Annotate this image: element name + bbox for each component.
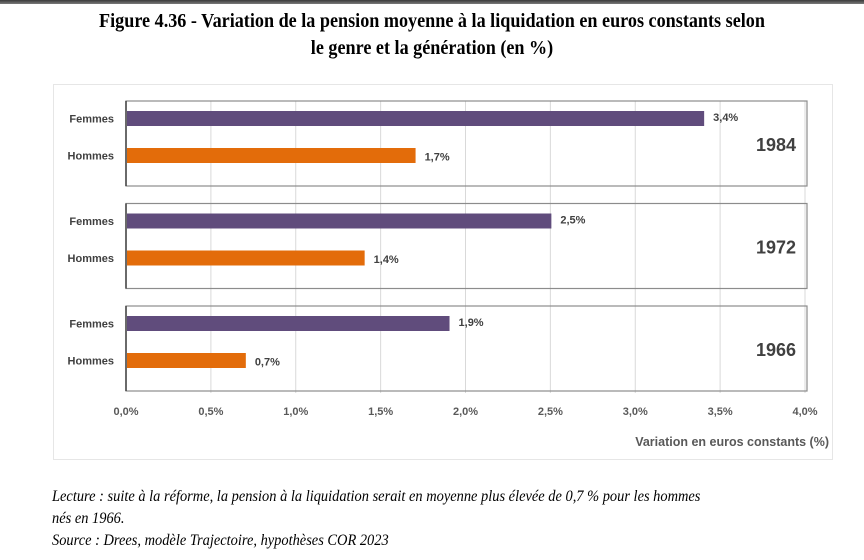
x-tick-label: 3,0% [623,406,648,418]
bar-hommes [127,353,246,368]
bar-hommes [127,250,365,266]
figure-title: Figure 4.36 - Variation de la pension mo… [30,8,834,62]
x-axis-title: Variation en euros constants (%) [635,435,829,449]
lecture-note-line-2: nés en 1966. [52,510,125,527]
data-label: 1,4% [374,254,399,266]
data-label: 2,5% [560,215,585,227]
data-label: 1,7% [425,152,450,164]
category-label: Femmes [69,319,114,331]
bars [127,111,705,368]
category-label: Hommes [68,253,114,265]
data-label: 0,7% [255,357,280,369]
bar-femmes [127,111,705,126]
x-tick-label: 0,0% [113,406,138,418]
x-tick-label: 4,0% [792,406,817,418]
window-top-border [0,0,864,4]
bar-hommes [127,148,416,163]
labels: 0,0% 0,5% 1,0% 1,5% 2,0% 2,5% 3,0% 3,5% 4,0% Vari… [68,112,829,449]
figure-title-line-1: Figure 4.36 - Variation de la pension mo… [99,11,765,32]
figure-title-line-2: le genre et la génération (en %) [310,38,554,59]
group-panels [125,100,808,392]
category-label: Hommes [68,151,114,163]
group-label: 1972 [756,238,796,258]
x-tick-label: 2,5% [538,406,563,418]
x-tick-label: 1,5% [368,406,393,418]
category-label: Femmes [69,114,114,126]
group-label: 1966 [756,340,796,360]
group-label: 1984 [756,135,796,155]
x-tick-label: 1,0% [283,406,308,418]
bar-femmes [127,213,552,229]
data-label: 1,9% [459,317,484,329]
category-label: Hommes [68,356,114,368]
chart-container [53,84,833,460]
x-tick-label: 3,5% [708,406,733,418]
grid-lines [210,101,806,393]
x-tick-label: 2,0% [453,406,478,418]
x-tick-label: 0,5% [198,406,223,418]
category-label: Femmes [69,216,114,228]
data-label: 3,4% [713,112,738,124]
lecture-note-line-1: Lecture : suite à la réforme, la pension… [52,488,701,505]
figure-notes: Lecture : suite à la réforme, la pension… [52,486,852,552]
bar-femmes [127,316,450,331]
source-note: Source : Drees, modèle Trajectoire, hypo… [52,532,389,549]
